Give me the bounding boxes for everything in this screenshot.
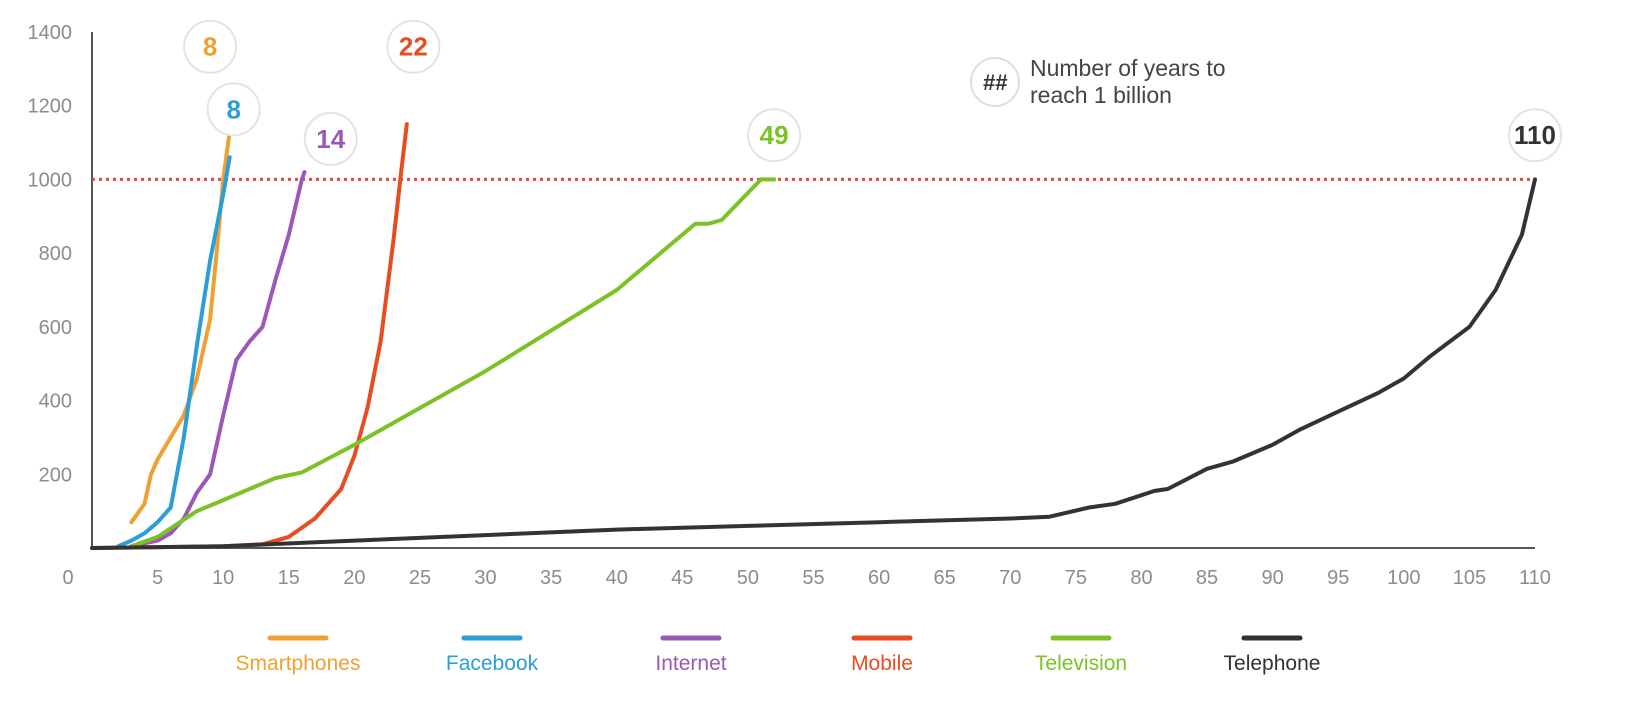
x-tick-label: 65	[934, 567, 956, 589]
x-tick-label: 20	[343, 567, 365, 589]
x-tick-label: 30	[474, 567, 496, 589]
y-tick-label: 1400	[28, 22, 73, 44]
series-line-smartphones	[129, 129, 232, 525]
y-tick-label: 1000	[28, 169, 73, 191]
y-tick-label: 200	[39, 464, 72, 486]
years-badge-facebook	[206, 82, 261, 137]
years-badge-television	[747, 108, 802, 163]
x-tick-label: 10	[212, 567, 234, 589]
x-tick-label: 75	[1065, 567, 1087, 589]
x-tick-label: 55	[802, 567, 824, 589]
legend-label-internet: Internet	[655, 652, 726, 675]
legend-label-mobile: Mobile	[851, 652, 913, 675]
years-badge-internet	[303, 111, 358, 166]
x-tick-label: 15	[278, 567, 300, 589]
x-tick-label: 105	[1453, 567, 1486, 589]
x-tick-label: 40	[606, 567, 628, 589]
years-label-facebook: 8	[226, 94, 240, 124]
years-label-internet: 14	[316, 124, 345, 154]
x-tick-label: 70	[999, 567, 1021, 589]
x-tick-label: 100	[1387, 567, 1420, 589]
legend-label-smartphones: Smartphones	[236, 652, 361, 675]
years-label-telephone: 110	[1514, 120, 1556, 150]
x-tick-label: 60	[868, 567, 890, 589]
annotation-text-line1: Number of years to	[1030, 55, 1226, 81]
x-tick-label: 90	[1262, 567, 1284, 589]
years-badge-telephone	[1508, 108, 1562, 163]
years-label-television: 49	[760, 120, 789, 150]
x-tick-label: 0	[62, 567, 73, 589]
y-tick-label: 600	[39, 317, 72, 339]
x-tick-label: 35	[540, 567, 562, 589]
y-tick-label: 800	[39, 243, 72, 265]
years-label-mobile: 22	[399, 32, 428, 62]
x-tick-label: 50	[737, 567, 759, 589]
legend-label-television: Television	[1035, 652, 1127, 675]
years-label-smartphones: 8	[203, 32, 217, 62]
years-badge-mobile	[386, 19, 441, 74]
x-tick-label: 45	[671, 567, 693, 589]
legend-label-facebook: Facebook	[446, 652, 539, 675]
years-annotation: ## Number of years to reach 1 billion	[970, 55, 1226, 108]
annotation-text-line2: reach 1 billion	[1030, 82, 1172, 108]
series-line-facebook	[116, 155, 232, 549]
legend-label-telephone: Telephone	[1224, 652, 1321, 675]
series-line-internet	[129, 170, 307, 549]
y-tick-label: 400	[39, 391, 72, 413]
y-tick-label: 1200	[28, 96, 73, 118]
series-line-mobile	[90, 122, 409, 550]
x-tick-label: 110	[1519, 567, 1551, 589]
x-tick-label: 95	[1327, 567, 1349, 589]
years-badge-smartphones	[183, 19, 238, 74]
x-tick-label: 25	[409, 567, 431, 589]
x-tick-label: 5	[152, 567, 163, 589]
annotation-badge	[970, 57, 1020, 107]
x-tick-label: 85	[1196, 567, 1218, 589]
series-line-telephone	[90, 177, 1537, 550]
series-line-television	[129, 177, 777, 549]
x-tick-label: 80	[1130, 567, 1152, 589]
annotation-symbol: ##	[983, 70, 1008, 95]
